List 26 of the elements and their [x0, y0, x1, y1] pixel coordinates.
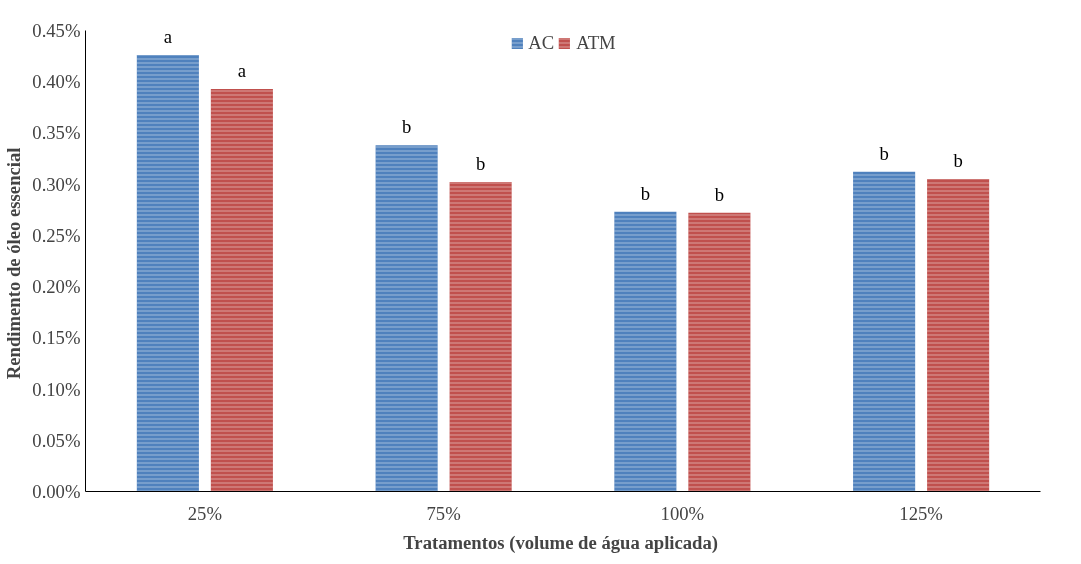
y-tick-label: 0.45% — [32, 20, 81, 41]
y-tick-label: 0.40% — [32, 71, 81, 93]
data-label: b — [640, 182, 651, 204]
y-tick-label: 0.35% — [32, 122, 81, 144]
y-tick-label: 0.15% — [32, 327, 81, 349]
y-tick-label: 0.25% — [32, 224, 81, 246]
y-tick-label: 0.20% — [32, 276, 81, 298]
data-label: b — [475, 153, 486, 175]
y-axis-title: Rendimento de óleo essencial — [3, 147, 25, 380]
y-tick-label: 0.00% — [32, 481, 81, 502]
data-label: b — [953, 150, 963, 172]
data-label: b — [879, 142, 889, 164]
data-label: b — [714, 183, 725, 205]
legend-label: AC — [528, 32, 555, 54]
x-tick-label: 125% — [899, 502, 943, 524]
x-tick-label: 75% — [426, 502, 461, 524]
data-label: a — [237, 59, 247, 81]
data-label: a — [163, 26, 173, 48]
data-label: b — [401, 116, 412, 138]
y-tick-label: 0.05% — [32, 429, 81, 451]
x-tick-label: 100% — [660, 502, 705, 524]
legend-label: ATM — [576, 32, 616, 54]
y-tick-label: 0.10% — [32, 378, 81, 400]
y-tick-label: 0.30% — [32, 173, 81, 195]
x-tick-label: 25% — [187, 502, 222, 524]
x-axis-title: Tratamentos (volume de água aplicada) — [403, 531, 719, 554]
